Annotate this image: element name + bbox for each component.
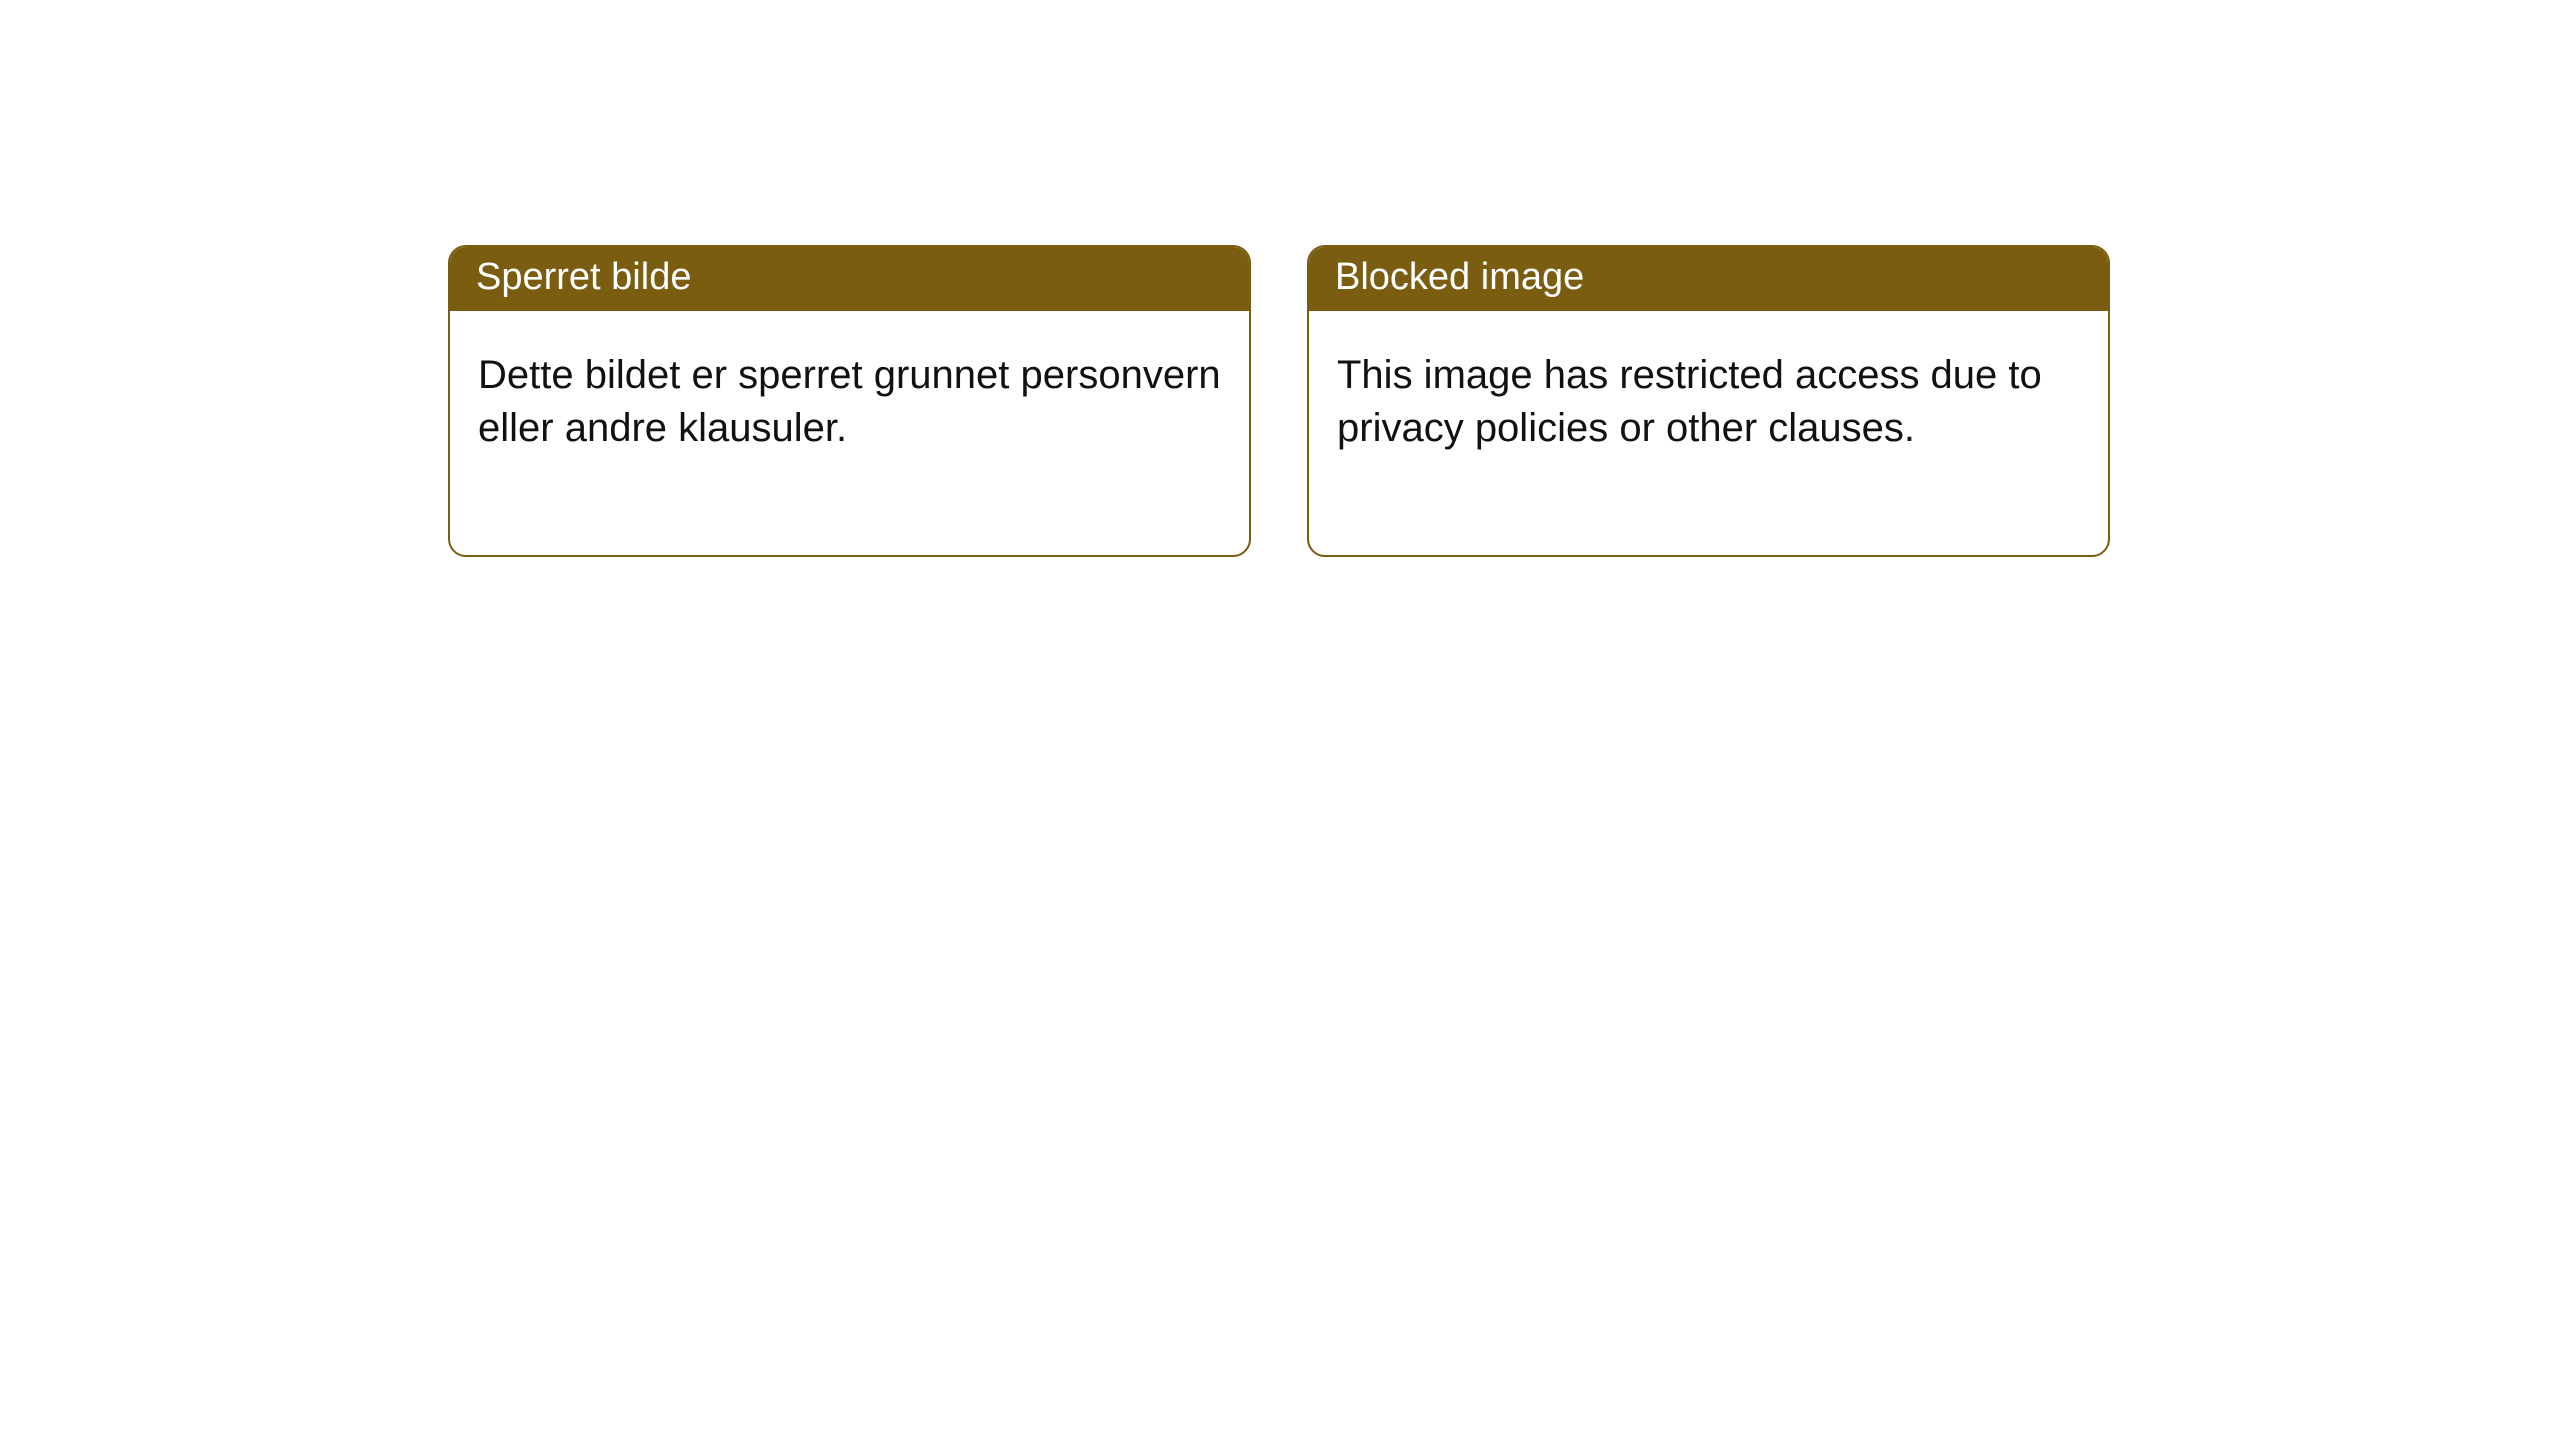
notice-card-norwegian: Sperret bilde Dette bildet er sperret gr… (448, 245, 1251, 557)
notice-title: Blocked image (1309, 247, 2108, 311)
notice-body: Dette bildet er sperret grunnet personve… (450, 311, 1249, 555)
notice-title: Sperret bilde (450, 247, 1249, 311)
notice-body: This image has restricted access due to … (1309, 311, 2108, 555)
notice-card-english: Blocked image This image has restricted … (1307, 245, 2110, 557)
notice-container: Sperret bilde Dette bildet er sperret gr… (448, 245, 2110, 557)
